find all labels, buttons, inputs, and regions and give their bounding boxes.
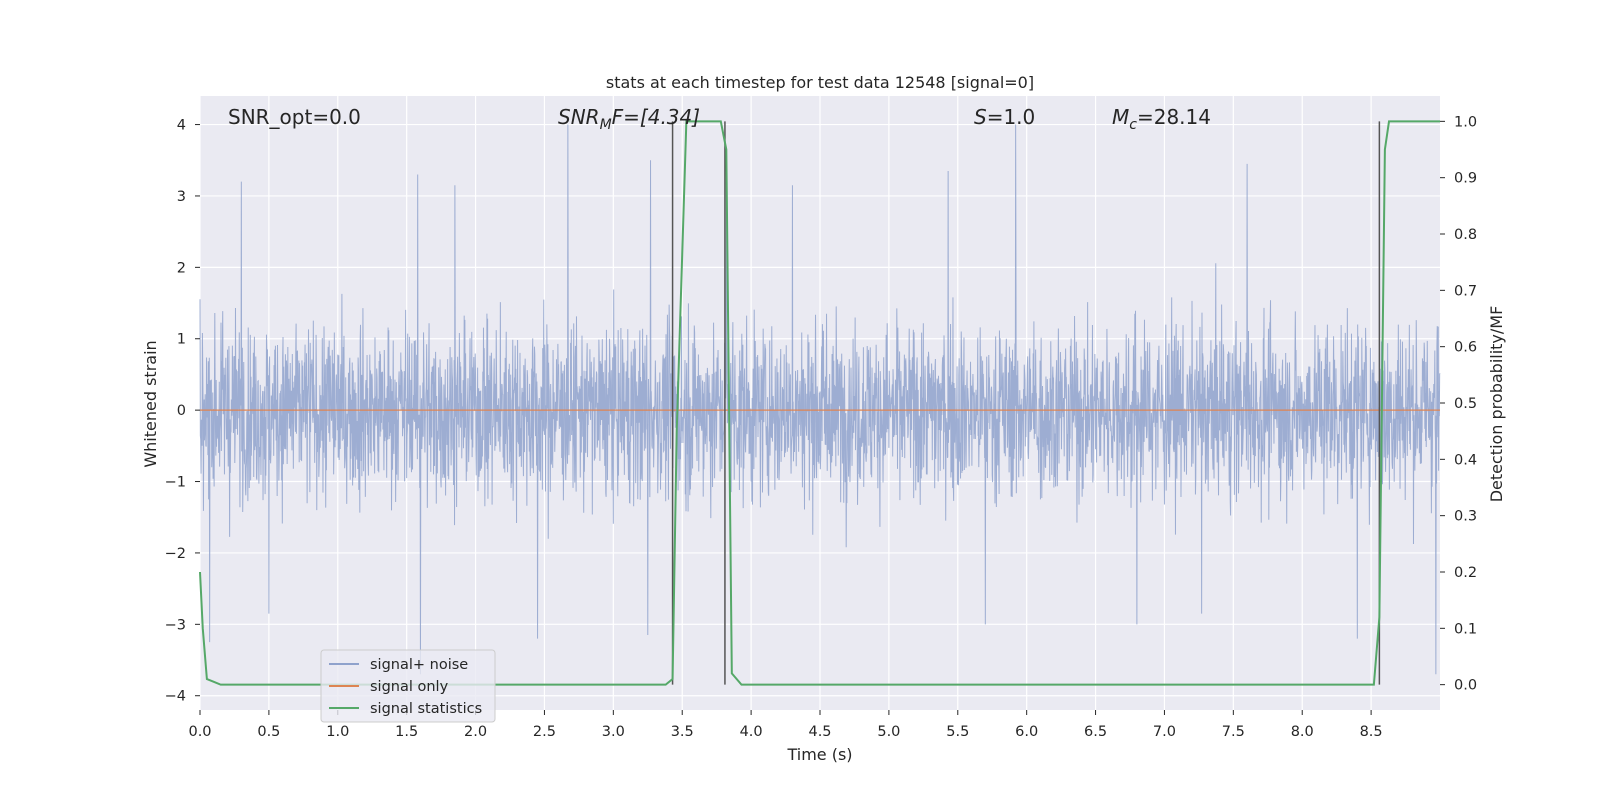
y-tick-label: 3	[177, 189, 186, 205]
legend-label-noise: signal+ noise	[370, 657, 468, 673]
x-tick-label: 1.0	[326, 724, 349, 740]
y2-tick-label: 0.5	[1454, 396, 1477, 412]
y2-axis-label: Detection probability/MF	[1487, 306, 1506, 503]
s-value: =1.0	[987, 105, 1036, 129]
y2-tick-label: 0.4	[1454, 452, 1477, 468]
x-tick-label: 0.5	[257, 724, 280, 740]
x-tick-label: 0.0	[188, 724, 211, 740]
snr-mf-annotation: SNRMF=[4.34]	[558, 105, 700, 133]
axis-ticks: 0.0 0.5 1.0 1.5 2.0 2.5 3.0 3.5 4.0 4.5 5.0 5.5 6.0 6…	[165, 114, 1477, 740]
legend-box	[320, 649, 496, 723]
snr-opt-annotation: SNR_opt=0.0	[228, 105, 361, 129]
y2-tick-label: 0.6	[1454, 340, 1477, 356]
x-tick-label: 4.5	[808, 724, 831, 740]
x-tick-label: 8.5	[1360, 724, 1383, 740]
y2-tick-label: 0.1	[1454, 621, 1477, 637]
series-signal-statistics	[199, 120, 1440, 686]
snr-mf-symbol: SNR	[558, 105, 600, 129]
mc-annotation: Mc=28.14	[1112, 105, 1211, 133]
x-tick-label: 6.0	[1015, 724, 1038, 740]
snr-mf-subscript: M	[600, 117, 612, 133]
y-tick-label: 0	[177, 403, 186, 419]
s-symbol: S	[974, 105, 987, 129]
y-axis-label: Whitened strain	[141, 340, 160, 467]
x-tick-label: 2.0	[464, 724, 487, 740]
y2-tick-label: 0.0	[1454, 678, 1477, 694]
x-tick-label: 5.5	[946, 724, 969, 740]
legend-label-statistics: signal statistics	[370, 701, 482, 717]
x-tick-label: 7.5	[1222, 724, 1245, 740]
mc-subscript: c	[1129, 117, 1137, 133]
x-tick-label: 6.5	[1084, 724, 1107, 740]
y2-tick-label: 0.9	[1454, 171, 1477, 187]
series-signal-noise	[199, 124, 1441, 675]
x-tick-label: 3.0	[602, 724, 625, 740]
s-annotation: S=1.0	[974, 105, 1035, 129]
x-tick-label: 4.0	[740, 724, 763, 740]
mc-symbol: M	[1112, 105, 1129, 129]
x-tick-label: 3.5	[671, 724, 694, 740]
chart-marks	[199, 120, 1441, 686]
legend-label-signal: signal only	[370, 679, 449, 695]
chart-title: stats at each timestep for test data 125…	[606, 73, 1034, 92]
y-tick-label: −1	[165, 475, 186, 491]
y-tick-label: 4	[177, 118, 186, 134]
y2-tick-label: 0.3	[1454, 509, 1477, 525]
x-tick-label: 1.5	[395, 724, 418, 740]
y-tick-label: −3	[165, 617, 186, 633]
snr-mf-value: F=[4.34]	[612, 105, 700, 129]
y2-tick-label: 0.7	[1454, 283, 1477, 299]
x-tick-label: 8.0	[1291, 724, 1314, 740]
y-tick-label: −2	[165, 546, 186, 562]
x-axis-label: Time (s)	[786, 745, 852, 764]
x-tick-label: 2.5	[533, 724, 556, 740]
y2-tick-label: 1.0	[1454, 114, 1477, 130]
legend: signal+ noise signal only signal statist…	[320, 649, 496, 723]
y2-tick-label: 0.2	[1454, 565, 1477, 581]
y2-tick-label: 0.8	[1454, 227, 1477, 243]
mc-value: =28.14	[1137, 105, 1211, 129]
y-tick-label: 2	[177, 260, 186, 276]
y-tick-label: 1	[177, 332, 186, 348]
x-tick-label: 5.0	[877, 724, 900, 740]
y-tick-label: −4	[165, 689, 186, 705]
x-tick-label: 7.0	[1153, 724, 1176, 740]
